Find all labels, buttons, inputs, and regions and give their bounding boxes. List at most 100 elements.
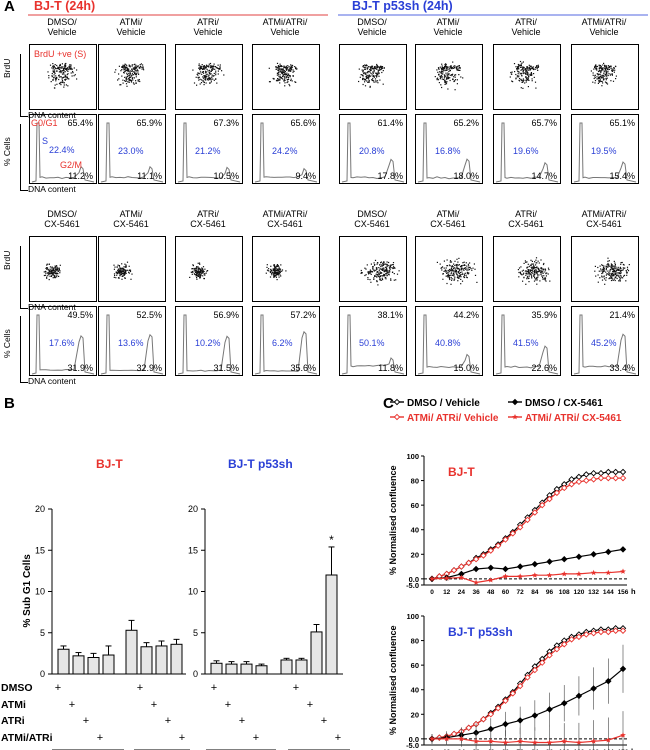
scatter-point [612,268,614,270]
scatter-point [375,269,377,271]
condition-label: ATMi/CX-5461 [409,209,487,229]
scatter-point [541,275,543,277]
scatter-point [54,265,56,267]
scatter-point [530,259,532,261]
scatter-point [594,67,596,69]
scatter-point [376,80,379,82]
scatter-point [202,266,205,268]
scatter-point [192,271,194,273]
legend-item: ATMi/ ATRi/ CX-5461 [508,413,622,424]
brdu-positive-annotation: BrdU +ve (S) [34,49,87,59]
scatter-point [452,270,454,272]
scatter-point [620,275,622,277]
data-point [619,665,627,673]
s-phase-percent: 19.5% [591,146,617,156]
scatter-point [459,66,461,69]
scatter-point [370,75,372,77]
scatter-point [51,270,53,272]
scatter-point [53,70,55,72]
scatter-point [128,68,130,70]
data-point [575,692,583,700]
scatter-point [606,266,608,268]
scatter-point [386,265,388,268]
scatter-point [190,271,192,273]
scatter-point [443,270,445,272]
data-point [583,471,590,478]
scatter-point [128,71,130,73]
scatter-point [440,267,442,269]
scatter-point [371,79,373,81]
scatter-point [192,270,194,273]
scatter-point [463,275,466,277]
scatter-point [362,78,364,81]
scatter-point [281,270,283,272]
bar [57,648,70,675]
axis-arrow [20,246,21,308]
legend-item: DMSO / CX-5461 [508,398,603,409]
scatter-point [212,68,214,70]
scatter-point [529,269,531,271]
scatter-point [451,265,453,267]
s-phase-percent: 6.2% [272,338,293,348]
data-point [619,474,627,482]
scatter-point [446,265,448,267]
scatter-point [376,68,378,70]
scatter-point [126,261,129,263]
scatter-point [450,66,452,69]
scatter-point [115,69,117,71]
g2m-percent: 11.1% [137,171,162,181]
scatter-point [610,274,612,276]
scatter-point [376,75,378,77]
scatter-point [525,261,527,263]
scatter-point [456,68,458,70]
scatter-point [472,267,474,269]
scatter-point [367,81,369,83]
scatter-point [47,71,49,73]
series-line [432,734,624,744]
treatment-plus: + [307,699,313,711]
scatter-point [547,273,549,275]
scatter-point [385,266,387,268]
data-point [502,565,509,573]
scatter-point [377,70,379,72]
scatter-point [203,270,205,273]
scatter-point [134,69,136,71]
scatter-point [469,262,471,264]
scatter-point [376,63,378,66]
scatter-point [611,74,613,76]
scatter-point [386,264,388,266]
data-point [576,570,582,577]
scatter-point [523,66,525,69]
scatter-point [460,278,462,280]
scatter-point [276,67,279,69]
scatter-point [611,264,613,266]
scatter-point [517,75,519,77]
scatter-point [56,272,58,274]
scatter-point [52,65,54,67]
scatter-point [142,66,144,68]
scatter-point [476,281,478,283]
scatter-point [138,73,140,75]
scatter-point [275,275,277,277]
scatter-point [51,266,53,268]
scatter-point [602,74,604,76]
scatter-point [468,267,470,269]
scatter-point [459,269,461,271]
scatter-point [450,269,452,271]
scatter-point [64,74,66,76]
scatter-point [135,66,137,69]
scatter-point [113,268,115,270]
scatter-point [73,67,75,69]
scatter-point [456,258,458,260]
axis-arrow [20,308,28,309]
header-bjt-p53sh-rule [338,14,648,16]
scatter-point [124,270,126,272]
scatter-point [116,266,118,268]
scatter-point [54,64,56,66]
scatter-point [531,274,533,276]
scatter-point [123,274,125,276]
scatter-point [452,268,455,270]
scatter-point [124,68,126,70]
scatter-point [370,263,372,265]
scatter-point [195,269,197,272]
